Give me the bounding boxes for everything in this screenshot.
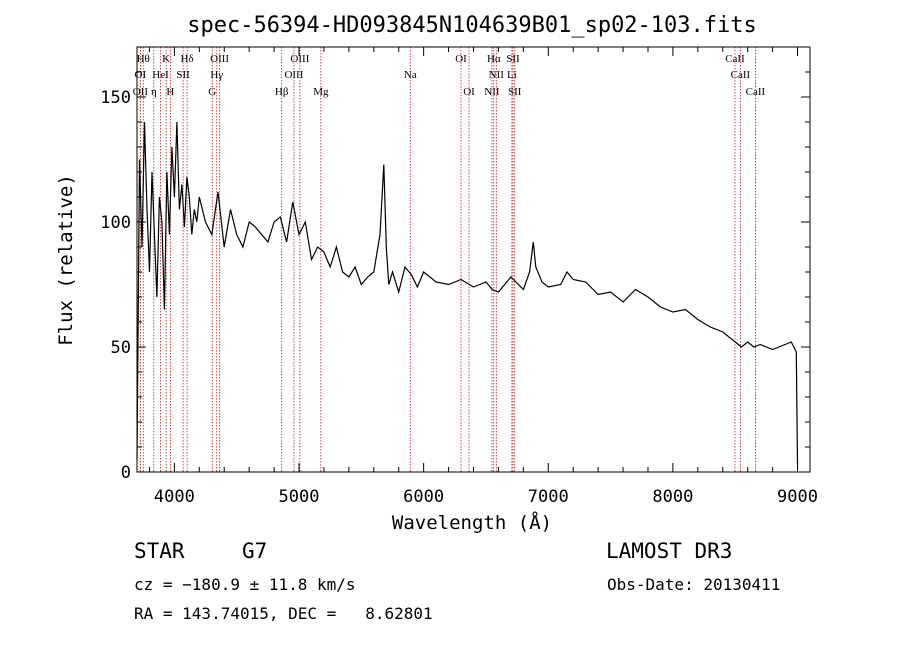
line-marker-label-24: OI [463, 86, 475, 98]
line-marker-label-23: Mg [313, 86, 329, 98]
y-tick-label: 100 [100, 213, 131, 233]
line-marker-label-16: Li [507, 69, 517, 81]
x-tick-label: 8000 [652, 487, 693, 507]
line-marker-label-7: SII [506, 53, 520, 65]
x-tick-label: 4000 [154, 487, 195, 507]
y-axis-ticks: 0 50 100 150 [100, 46, 810, 483]
line-marker-label-26: SII [508, 86, 522, 98]
line-marker-label-6: Hα [487, 53, 501, 65]
line-marker-label-17: CaII [731, 69, 751, 81]
line-marker-label-25: NII [484, 86, 500, 98]
survey-name: LAMOST DR3 [606, 539, 732, 563]
x-tick-label: 7000 [528, 487, 569, 507]
line-marker-label-27: CaII [746, 86, 766, 98]
object-class: STAR [134, 539, 185, 563]
line-marker-label-14: Na [404, 69, 417, 81]
line-marker-label-12: Hγ [210, 69, 223, 81]
x-tick-label: 9000 [777, 487, 818, 507]
ra-dec: RA = 143.74015, DEC = 8.62801 [134, 604, 433, 623]
spectral-line-labels: Hθ K Hδ OIII OIII OI Hα SII CaII OI HeI SII Hγ OIII Na… [133, 53, 766, 98]
spectral-line-markers [139, 47, 756, 472]
x-tick-label: 6000 [403, 487, 444, 507]
y-tick-label: 150 [100, 88, 131, 108]
line-marker-label-22: Hβ [275, 86, 289, 98]
line-marker-label-1: K [162, 53, 170, 65]
line-marker-label-0: Hθ [137, 53, 150, 65]
y-tick-label: 50 [111, 338, 131, 358]
line-marker-label-11: SII [176, 69, 190, 81]
redshift-cz: cz = −180.9 ± 11.8 km/s [134, 575, 356, 594]
flux-series-line [136, 121, 799, 465]
line-marker-label-2: Hδ [181, 53, 194, 65]
line-marker-label-5: OI [455, 53, 467, 65]
line-marker-label-13: OIII [284, 69, 303, 81]
x-axis-ticks: 4000 5000 6000 7000 8000 9000 [148, 47, 818, 507]
y-tick-label: 0 [121, 463, 131, 483]
object-subclass: G7 [242, 539, 267, 563]
x-axis-label: Wavelength (Å) [392, 511, 552, 534]
line-marker-label-18: OII [133, 86, 149, 98]
chart-title: spec-56394-HD093845N104639B01_sp02-103.f… [187, 13, 757, 38]
line-marker-label-9: OI [135, 69, 147, 81]
line-marker-label-19: η [151, 86, 157, 98]
line-marker-label-3: OIII [210, 53, 229, 65]
line-marker-label-10: HeI [152, 69, 169, 81]
line-marker-label-20: H [166, 86, 174, 98]
line-marker-label-15: NII [489, 69, 505, 81]
x-tick-label: 5000 [279, 487, 320, 507]
y-axis-label: Flux (relative) [55, 174, 77, 346]
line-marker-label-21: G [208, 86, 216, 98]
obs-date: Obs-Date: 20130411 [607, 575, 780, 594]
line-marker-label-8: CaII [725, 53, 745, 65]
plot-frame [136, 46, 811, 473]
line-marker-label-4: OIII [290, 53, 309, 65]
